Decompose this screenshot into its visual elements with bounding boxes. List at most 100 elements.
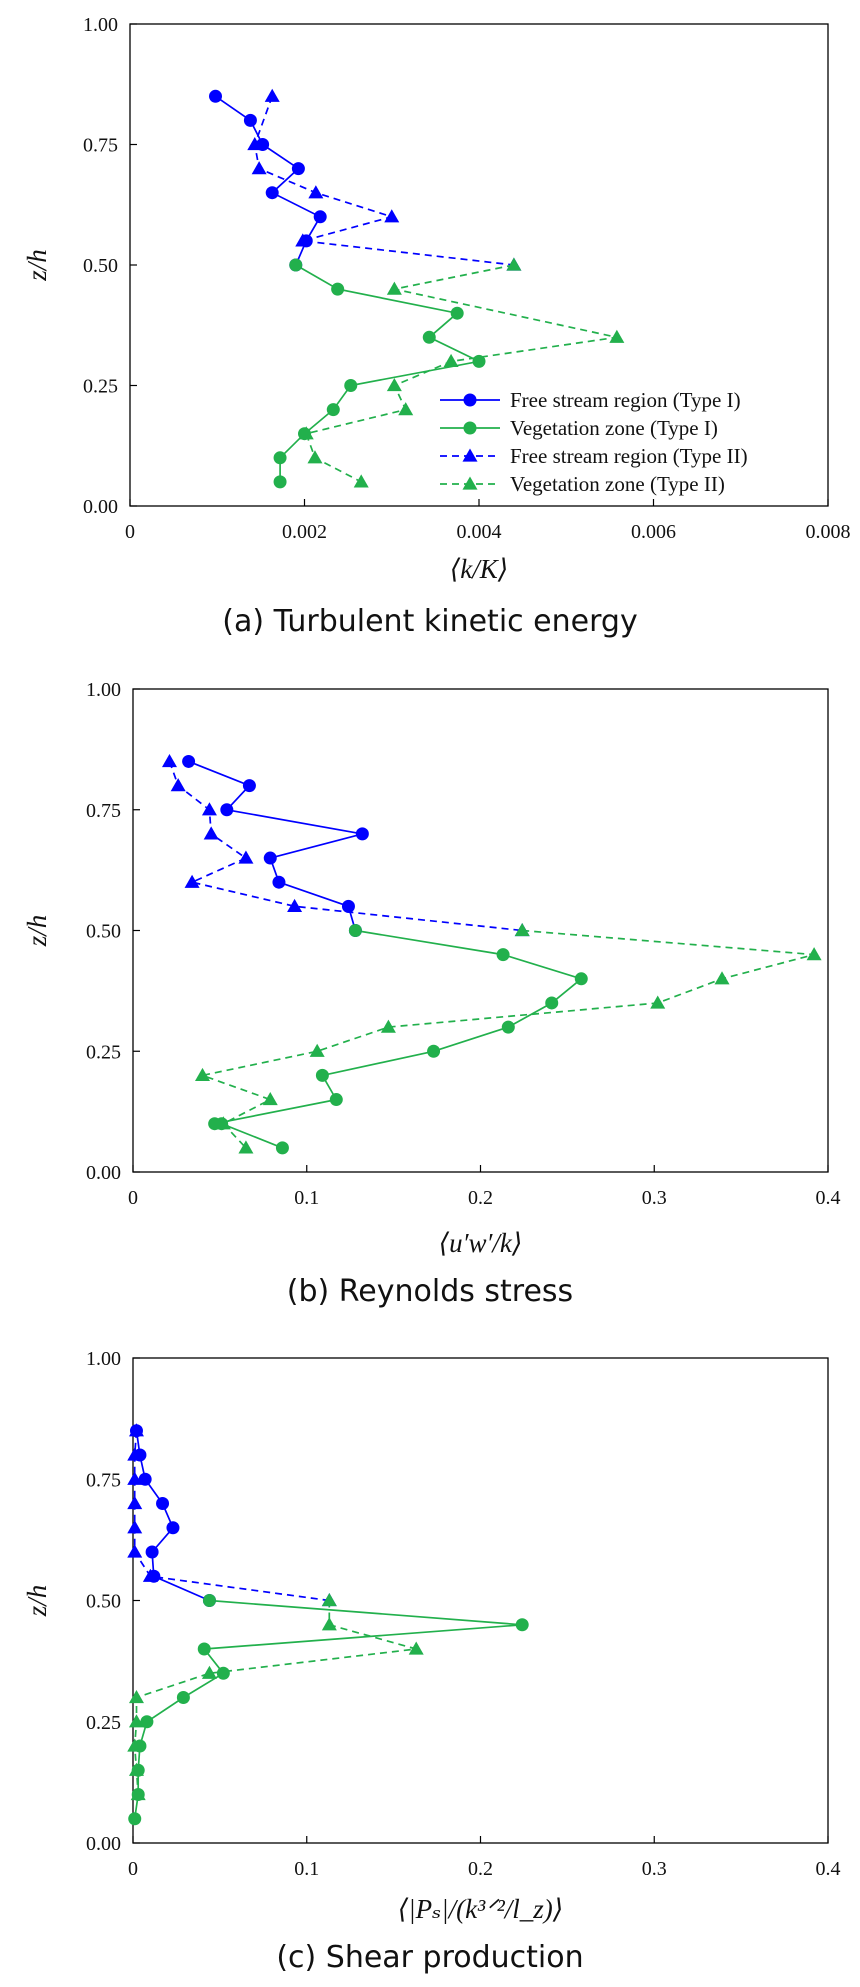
series-line-green-solid bbox=[133, 1599, 523, 1819]
data-point-triangle bbox=[127, 1738, 143, 1752]
data-point-triangle bbox=[128, 1690, 144, 1704]
x-tick-label: 0.002 bbox=[282, 521, 327, 543]
data-point-triangle bbox=[506, 257, 522, 271]
data-point-circle bbox=[273, 451, 287, 465]
data-point-triangle bbox=[128, 1423, 144, 1437]
x-axis-label: ⟨|Pₛ|/(k³ᐟ²/l_z)⟩ bbox=[398, 1894, 564, 1924]
data-point-triangle bbox=[308, 185, 324, 199]
data-point-circle bbox=[197, 1642, 211, 1656]
data-point-triangle bbox=[238, 850, 254, 864]
data-point-circle bbox=[472, 354, 486, 368]
chart-caption-c: (c) Shear production bbox=[276, 1940, 584, 1975]
data-point-triangle bbox=[380, 1019, 396, 1033]
data-point-triangle bbox=[184, 874, 200, 888]
data-point-triangle bbox=[203, 826, 219, 840]
data-point-triangle bbox=[386, 378, 402, 392]
series-line-green-dashed bbox=[199, 929, 815, 1149]
chart-panel-c: 0.00 0.25 0.50 0.75 1.00 0 0.1 0.2 0.3 0.4 z/h ⟨|Pₛ… bbox=[0, 1324, 860, 1986]
x-tick-label: 0.2 bbox=[468, 1187, 493, 1209]
legend-entry-label: Vegetation zone (Type II) bbox=[510, 472, 725, 496]
chart-panel-a: 0.00 0.25 0.50 0.75 1.00 0 0.002 0.004 0.006 0.00… bbox=[0, 0, 860, 662]
data-point-circle bbox=[427, 1044, 441, 1058]
data-point-triangle bbox=[170, 778, 186, 792]
data-point-triangle bbox=[386, 281, 402, 295]
data-point-triangle bbox=[238, 1140, 254, 1154]
x-tick-label: 0.4 bbox=[816, 1858, 841, 1880]
x-tick-label: 0 bbox=[125, 521, 135, 543]
series-line-green-solid bbox=[279, 264, 482, 482]
data-point-triangle bbox=[161, 753, 177, 768]
data-point-circle bbox=[326, 403, 340, 417]
chart-panel-b: 0.00 0.25 0.50 0.75 1.00 0 0.1 0.2 0.3 0.4 z/h ⟨u′w… bbox=[0, 662, 860, 1324]
data-point-circle bbox=[344, 379, 358, 392]
data-point-circle bbox=[355, 827, 369, 841]
data-point-triangle bbox=[609, 329, 625, 343]
data-point-circle bbox=[265, 186, 279, 200]
data-point-circle bbox=[273, 475, 287, 489]
x-tick-label: 0.1 bbox=[294, 1187, 319, 1209]
x-tick-label: 0.3 bbox=[642, 1187, 667, 1209]
data-point-triangle bbox=[262, 1092, 278, 1106]
data-point-triangle bbox=[806, 947, 822, 961]
x-tick-label: 0.3 bbox=[642, 1858, 667, 1880]
data-point-circle bbox=[450, 306, 464, 320]
y-tick-label: 0.50 bbox=[86, 921, 121, 943]
plot-frame bbox=[132, 688, 829, 1173]
chart-caption-a: (a) Turbulent kinetic energy bbox=[222, 604, 638, 639]
x-tick-label: 0.008 bbox=[806, 521, 851, 543]
data-point-triangle bbox=[321, 1593, 337, 1607]
data-point-triangle bbox=[127, 1544, 143, 1558]
data-point-circle bbox=[182, 754, 196, 768]
data-point-circle bbox=[313, 210, 327, 224]
data-point-circle bbox=[501, 1020, 515, 1034]
data-point-triangle bbox=[127, 1520, 143, 1534]
data-point-circle bbox=[202, 1594, 216, 1607]
data-point-circle bbox=[145, 1545, 159, 1559]
data-point-circle bbox=[220, 803, 234, 817]
y-tick-label: 0.75 bbox=[86, 800, 121, 822]
legend-marker-triangle bbox=[462, 448, 478, 462]
y-axis-label: z/h bbox=[22, 249, 52, 282]
data-point-triangle bbox=[321, 1617, 337, 1631]
data-point-circle bbox=[140, 1715, 154, 1729]
data-point-triangle bbox=[307, 450, 323, 464]
data-point-triangle bbox=[127, 1496, 143, 1510]
data-point-triangle bbox=[287, 898, 303, 912]
data-point-triangle bbox=[215, 1116, 231, 1130]
chart-a: 0.00 0.25 0.50 0.75 1.00 0 0.002 0.004 0.006 0.00… bbox=[22, 14, 851, 584]
x-tick-label: 0.4 bbox=[816, 1187, 841, 1209]
plot-frame bbox=[132, 1357, 829, 1844]
data-point-circle bbox=[166, 1521, 180, 1535]
series-line-blue-solid bbox=[188, 760, 363, 931]
chart-c: 0.00 0.25 0.50 0.75 1.00 0 0.1 0.2 0.3 0.4 z/h ⟨|Pₛ… bbox=[22, 1348, 841, 1924]
data-point-circle bbox=[496, 948, 510, 962]
data-point-circle bbox=[156, 1497, 170, 1510]
data-point-circle bbox=[329, 1093, 343, 1107]
data-point-triangle bbox=[251, 161, 267, 175]
data-point-circle bbox=[291, 162, 305, 176]
y-tick-label: 1.00 bbox=[86, 1348, 121, 1370]
y-tick-label: 0.25 bbox=[83, 376, 118, 398]
x-tick-label: 0.006 bbox=[631, 521, 676, 543]
legend-marker-triangle bbox=[462, 476, 478, 490]
data-point-circle bbox=[128, 1812, 142, 1826]
x-tick-label: 0.2 bbox=[468, 1858, 493, 1880]
data-point-triangle bbox=[298, 426, 314, 440]
data-point-circle bbox=[545, 996, 559, 1010]
data-point-triangle bbox=[201, 1665, 217, 1679]
x-tick-label: 0 bbox=[128, 1187, 138, 1209]
x-axis-label: ⟨u′w′/k⟩ bbox=[439, 1228, 523, 1258]
y-tick-label: 0.50 bbox=[86, 1591, 121, 1613]
data-point-triangle bbox=[443, 353, 459, 368]
data-point-triangle bbox=[247, 137, 263, 151]
y-tick-label: 1.00 bbox=[86, 679, 121, 701]
legend-marker-circle bbox=[463, 393, 477, 407]
data-point-triangle bbox=[514, 923, 530, 937]
y-tick-label: 1.00 bbox=[83, 14, 118, 36]
data-point-circle bbox=[138, 1472, 152, 1486]
series-line-green-solid bbox=[214, 929, 584, 1149]
data-point-triangle bbox=[130, 1787, 146, 1801]
y-tick-label: 0.25 bbox=[86, 1041, 121, 1063]
legend-entry-label: Free stream region (Type I) bbox=[510, 388, 741, 412]
data-point-triangle bbox=[195, 1067, 210, 1082]
